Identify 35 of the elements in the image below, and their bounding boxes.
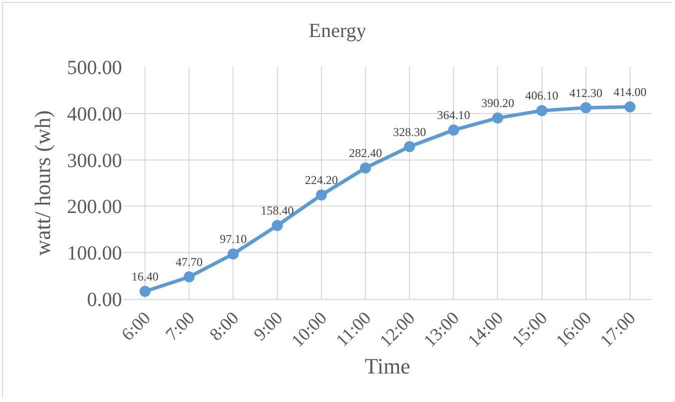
x-tick-label: 8:00 — [206, 308, 242, 344]
data-label: 328.30 — [393, 124, 426, 139]
y-tick-label: 400.00 — [67, 103, 122, 126]
point — [624, 101, 636, 112]
x-tick-label: 9:00 — [250, 308, 286, 344]
data-label: 97.10 — [220, 232, 247, 246]
data-label: 406.10 — [525, 88, 558, 103]
point — [184, 271, 195, 282]
point — [492, 112, 504, 124]
y-tick-label: 500.00 — [67, 57, 122, 79]
data-label: 364.10 — [437, 108, 470, 122]
x-tick-label: 7:00 — [162, 308, 198, 344]
data-label: 224.20 — [304, 173, 338, 188]
data-label: 158.40 — [260, 204, 294, 218]
y-tick-label: 300.00 — [67, 150, 122, 172]
point — [272, 220, 283, 231]
point — [448, 124, 460, 136]
data-label: 282.40 — [348, 146, 382, 160]
point — [404, 141, 416, 152]
point — [228, 248, 239, 260]
data-label: 16.40 — [132, 270, 159, 284]
y-axis-title: watt/ hours (wh) — [30, 110, 55, 256]
chart-title: Energy — [308, 20, 366, 42]
x-axis-title: Time — [364, 354, 410, 379]
point — [536, 105, 548, 116]
point — [316, 189, 327, 200]
data-label: 47.70 — [176, 254, 203, 269]
point — [580, 102, 592, 114]
data-label: 414.00 — [613, 85, 646, 100]
y-tick-label: 200.00 — [67, 196, 122, 218]
data-label: 412.30 — [569, 86, 602, 100]
data-label: 390.20 — [481, 96, 514, 110]
point — [360, 162, 371, 174]
y-tick-label: 100.00 — [67, 242, 122, 265]
point — [140, 286, 151, 297]
